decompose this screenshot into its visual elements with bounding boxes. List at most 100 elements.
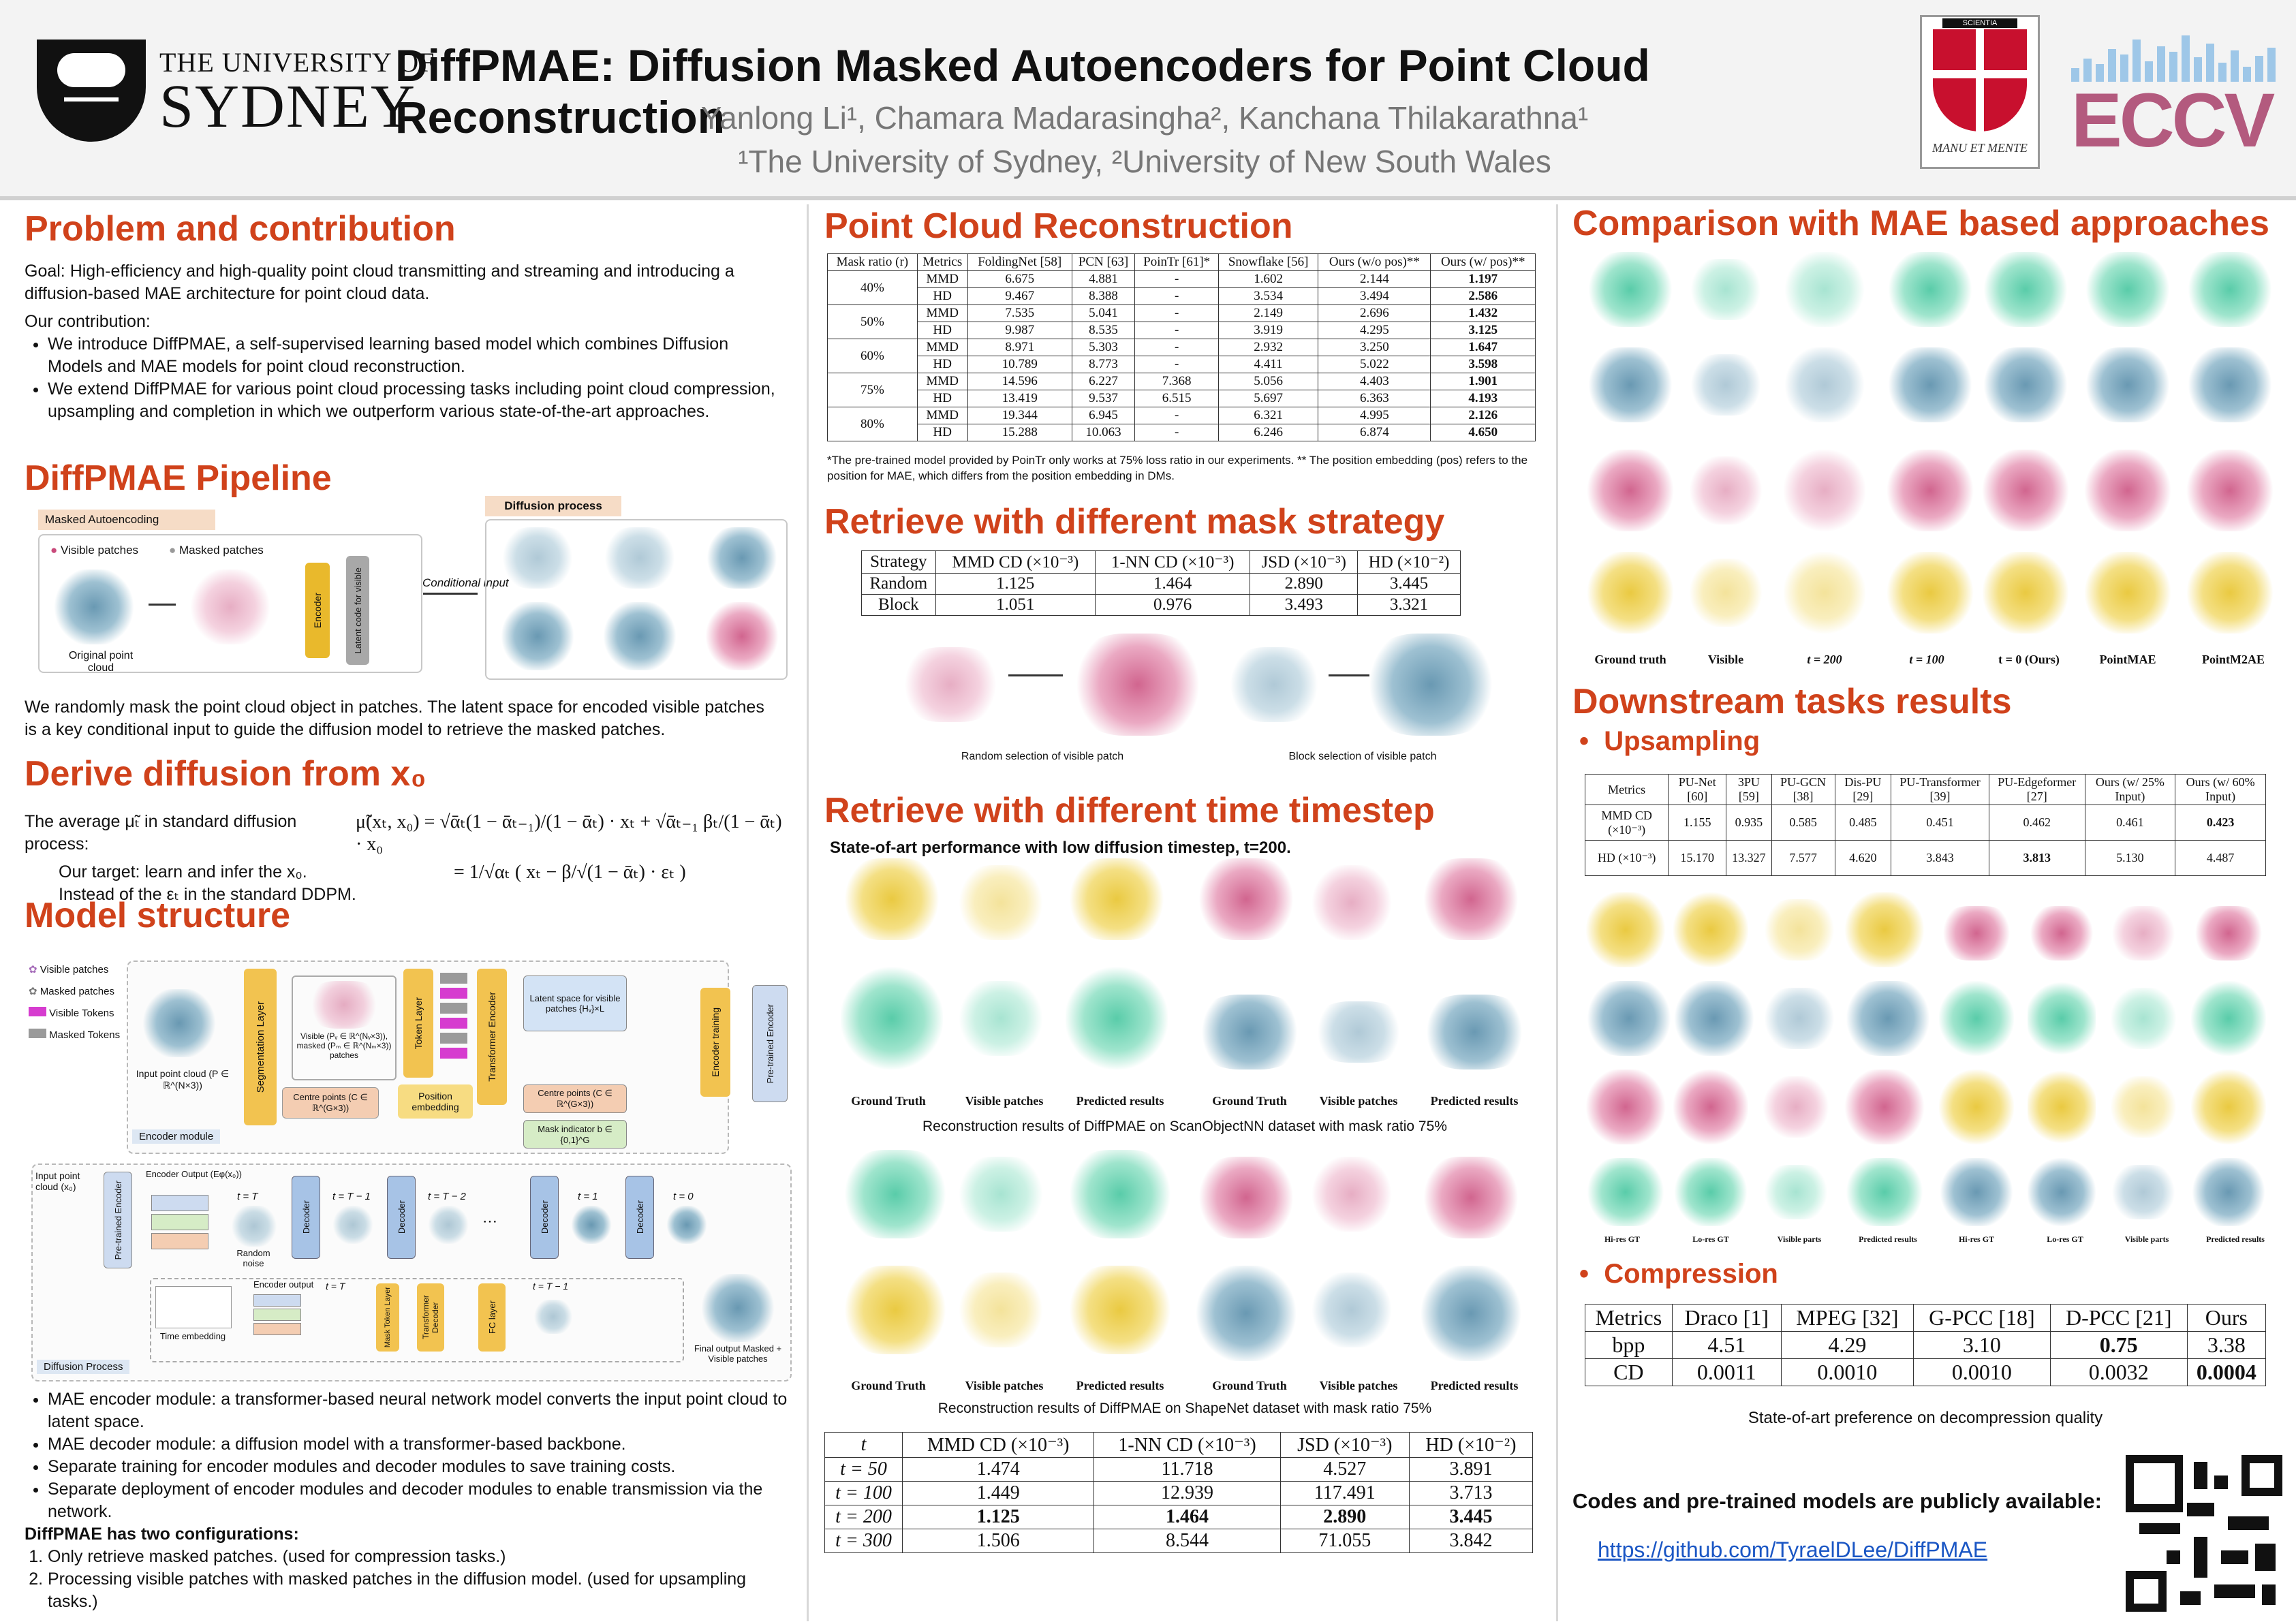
centre-points-output: Centre points (C ∈ ℝ^(G×3)) [523,1084,627,1113]
compression-table: Metrics Draco [1] MPEG [32] G-PCC [18] D-PCC… [1585,1304,2267,1386]
table-row: MMD CD (×10⁻³) 1.155 0.935 0.585 0.485 0.451 0… [1584,805,2266,841]
step-cloud [332,1206,373,1244]
dec-input-label: Input point cloud (x₀) [35,1170,80,1192]
step-cloud [428,1206,469,1244]
github-link[interactable]: https://github.com/TyraelDLee/DiffPMAE [1598,1537,1988,1562]
eccv-logo: ECCV [2071,34,2276,163]
table-header-row: Metrics Draco [1] MPEG [32] G-PCC [18] D-PCC… [1585,1304,2267,1332]
step-cloud [533,1300,574,1334]
visible-patches-legend: ● Visible patches [50,544,139,557]
decoder-block: Decoder [530,1176,559,1259]
label-predicted-results: Predicted results [1076,1379,1164,1392]
pipeline-heading: DiffPMAE Pipeline [25,458,332,498]
table-row: t = 200 1.125 1.464 2.890 3.445 [824,1505,1534,1529]
label-visible: Visible [1707,653,1744,666]
table-header: FoldingNet [58] [967,253,1072,271]
table-header: Metrics [916,253,968,271]
diffusion-process-box [485,519,788,680]
table-row: 50% MMD 7.535 5.041-2.149 2.696 1.432 [827,304,1536,339]
label-hi-res-gt: Hi-res GT [1958,1234,1995,1244]
codes-available-text: Codes and pre-trained models are publicl… [1572,1489,2102,1513]
segmentation-layer: Segmentation Layer [244,969,277,1125]
downstream-heading: Downstream tasks results [1572,682,2012,721]
arrow-icon [149,604,176,606]
label-lo-res-gt: Lo-res GT [1692,1234,1729,1244]
table-row: 40% MMD 6.675 4.881-1.602 2.144 1.197 [827,270,1536,305]
goal-text: Goal: High-efficiency and high-quality p… [25,262,734,303]
label-predicted-results: Predicted results [1430,1094,1519,1108]
shield-motto: MANU ET MENTE [1932,141,2028,155]
conditional-input-label: Conditional input [422,576,509,589]
mask-strategy-heading: Retrieve with different mask strategy [824,502,1445,542]
equation-2: = 1/√αₜ ( xₜ − β/√(1 − ᾱₜ) · εₜ ) [454,862,686,883]
input-point-cloud [142,989,217,1057]
noise-cloud [500,527,575,589]
reconstruction-heading: Point Cloud Reconstruction [824,206,1293,246]
t-T1-label: t = T − 1 [332,1191,371,1202]
table-header-row: Mask ratio (r) Metrics FoldingNet [58] P… [827,253,1536,271]
column-divider [1556,204,1558,1621]
label-predicted-results: Predicted results [1859,1234,1917,1244]
original-point-cloud [53,569,135,644]
eccv-wordmark: ECCV [2071,78,2275,163]
derive-heading: Derive diffusion from x₀ [25,754,426,794]
visible-token-icon [29,1007,46,1016]
table-row: HD 10.789 8.773-4.411 5.022 3.598 [828,356,1536,373]
reconstructed-cloud [704,602,779,670]
qr-code-icon[interactable] [2126,1455,2282,1612]
label-predicted-results: Predicted results [1076,1094,1164,1108]
label-ground-truth: Ground Truth [1212,1379,1287,1392]
token-layer: Token Layer [403,969,433,1078]
table-row: HD 13.419 9.537 6.515 5.697 6.363 4.193 [828,390,1536,407]
centre-points-box: Centre points (C ∈ ℝ^(G×3)) [282,1087,379,1119]
table-row: 60% MMD 8.971 5.303-2.932 3.250 1.647 [827,339,1536,373]
university-shield-icon: SCIENTIA MANU ET MENTE [1920,15,2040,169]
model-bullet: Separate deployment of encoder modules a… [48,1478,788,1523]
latent-space-box: Latent space for visible patches {Hᵥ}×L [523,975,627,1031]
model-bullets: MAE encoder module: a transformer-based … [25,1388,788,1613]
label-ground-truth: Ground Truth [1212,1094,1287,1108]
university-name-line2: SYDNEY [159,72,417,140]
diffusion-process-label: Diffusion process [485,496,621,516]
label-visible-patches: Visible patches [1319,1379,1398,1392]
comparison-figure: Ground truth Visible t = 200 t = 100 t =… [1572,252,2288,674]
table-row: Block 1.051 0.976 3.493 3.321 [861,594,1461,616]
poster-title: DiffPMAE: Diffusion Masked Autoencoders … [395,40,1650,142]
compression-caption: State-of-art preference on decompression… [1748,1409,2103,1427]
table-header-row: Strategy MMD CD (×10⁻³) 1-NN CD (×10⁻³) JSD… [861,550,1461,574]
detail-t-T-label: t = T [326,1281,345,1292]
label-hi-res-gt: Hi-res GT [1604,1234,1641,1244]
table-header: Snowflake [56] [1217,253,1319,271]
table-row: HD (×10⁻³) 15.170 13.327 7.577 4.620 3.843 3.8… [1584,840,2266,876]
label-visible-parts: Visible parts [2124,1234,2169,1244]
time-embedding-label: Time embedding [159,1331,226,1341]
timestep-table: t MMD CD (×10⁻³) 1-NN CD (×10⁻³) JSD (×10⁻³… [824,1432,1534,1553]
compression-heading: • Compression [1579,1259,1778,1289]
t-0-label: t = 0 [673,1191,694,1202]
table-row: CD 0.0011 0.0010 0.0010 0.0032 0.0004 [1585,1358,2267,1386]
arrow-icon [1008,674,1063,676]
poster-header: THE UNIVERSITY OF SYDNEY DiffPMAE: Diffu… [0,0,2296,200]
detail-t-T1-label: t = T − 1 [533,1281,569,1292]
pipeline-description: We randomly mask the point cloud object … [25,698,764,739]
mask-strategy-figure: Random selection of visible patch Block … [886,634,1499,770]
configs-label: DiffPMAE has two configurations: [25,1525,299,1544]
step-cloud [571,1206,612,1244]
t-T2-label: t = T − 2 [428,1191,466,1202]
scanobjectnn-caption: Reconstruction results of DiffPMAE on Sc… [922,1119,1447,1134]
diffusion-process-module-label: Diffusion Process [37,1360,130,1374]
label-visible-patches: Visible patches [965,1094,1044,1108]
label-ground-truth: Ground Truth [851,1094,926,1108]
table-header: Ours (w/ pos)** [1430,253,1536,271]
table-row: HD 9.467 8.388-3.534 3.494 2.586 [828,287,1536,305]
table-row: 80% MMD 19.344 6.945-6.321 4.995 2.126 [827,407,1536,441]
label-visible-patches: Visible patches [1319,1094,1398,1108]
table-row: t = 100 1.449 12.939 117.491 3.713 [824,1481,1534,1505]
denoise-cloud [602,527,677,589]
denoise-cloud [500,602,575,670]
table-row: bpp 4.51 4.29 3.10 0.75 3.38 [1585,1331,2267,1359]
model-structure-figure: ✿ Visible patches ✿ Masked patches Visib… [25,947,794,1383]
model-legend: ✿ Visible patches ✿ Masked patches Visib… [29,964,121,1041]
problem-text: Goal: High-efficiency and high-quality p… [25,260,781,423]
table-row: HD 15.288 10.063-6.246 6.874 4.650 [828,424,1536,441]
